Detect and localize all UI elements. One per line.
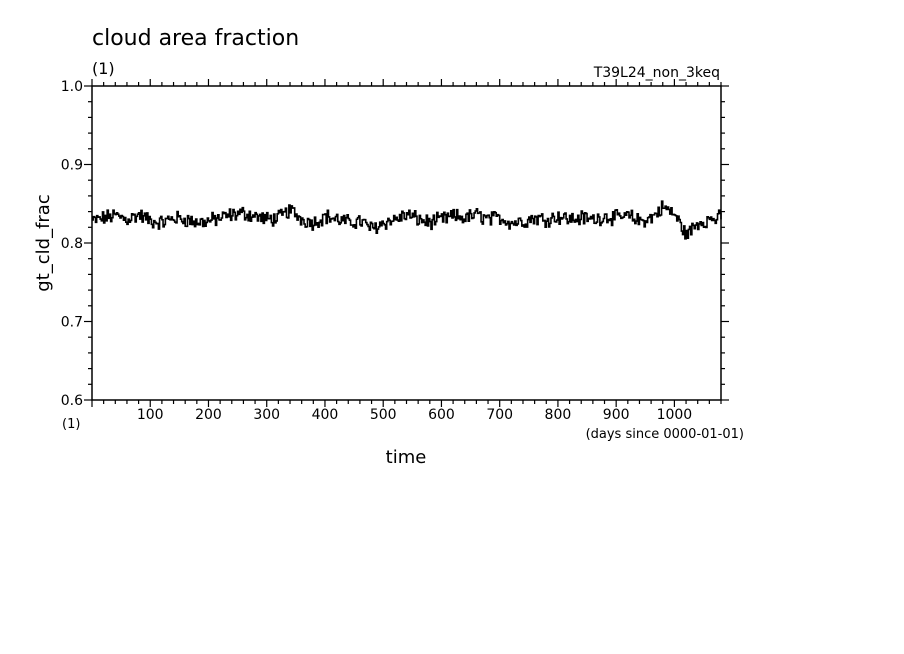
series-line xyxy=(92,200,722,240)
y-tick-label: 0.9 xyxy=(61,158,83,174)
y-tick-label: 0.7 xyxy=(61,315,83,331)
x-tick-label: 900 xyxy=(603,407,630,423)
x-tick-label: 500 xyxy=(370,407,397,423)
axis-ticks xyxy=(84,79,729,407)
x-tick-label: 700 xyxy=(486,407,513,423)
x-tick-label: 800 xyxy=(545,407,572,423)
x-tick-label: 200 xyxy=(195,407,222,423)
run-label: T39L24_non_3keq xyxy=(593,65,720,81)
y-tick-labels: 0.6 0.7 0.8 0.9 1.0 xyxy=(61,79,83,409)
x-axis-label: time xyxy=(386,447,427,468)
y-axis-label: gt_cld_frac xyxy=(33,194,54,291)
x-tick-label: 600 xyxy=(428,407,455,423)
x-tick-labels: 100 200 300 400 500 600 700 800 900 1000 xyxy=(137,407,692,423)
x-tick-label: 300 xyxy=(253,407,280,423)
y-units-label: (1) xyxy=(62,417,80,432)
y-tick-label: 0.6 xyxy=(61,393,83,409)
plot-frame xyxy=(91,85,722,401)
x-tick-label: 400 xyxy=(312,407,339,423)
x-tick-label: 1000 xyxy=(657,407,693,423)
x-units-label: (days since 0000-01-01) xyxy=(586,427,744,442)
plot-area: 0.6 0.7 0.8 0.9 1.0 100 200 300 400 500 600 700 800… xyxy=(61,79,729,423)
title-units: (1) xyxy=(92,59,115,78)
y-tick-label: 1.0 xyxy=(61,79,83,95)
y-tick-label: 0.8 xyxy=(61,236,83,252)
chart-title: cloud area fraction xyxy=(92,26,299,51)
x-tick-label: 100 xyxy=(137,407,164,423)
